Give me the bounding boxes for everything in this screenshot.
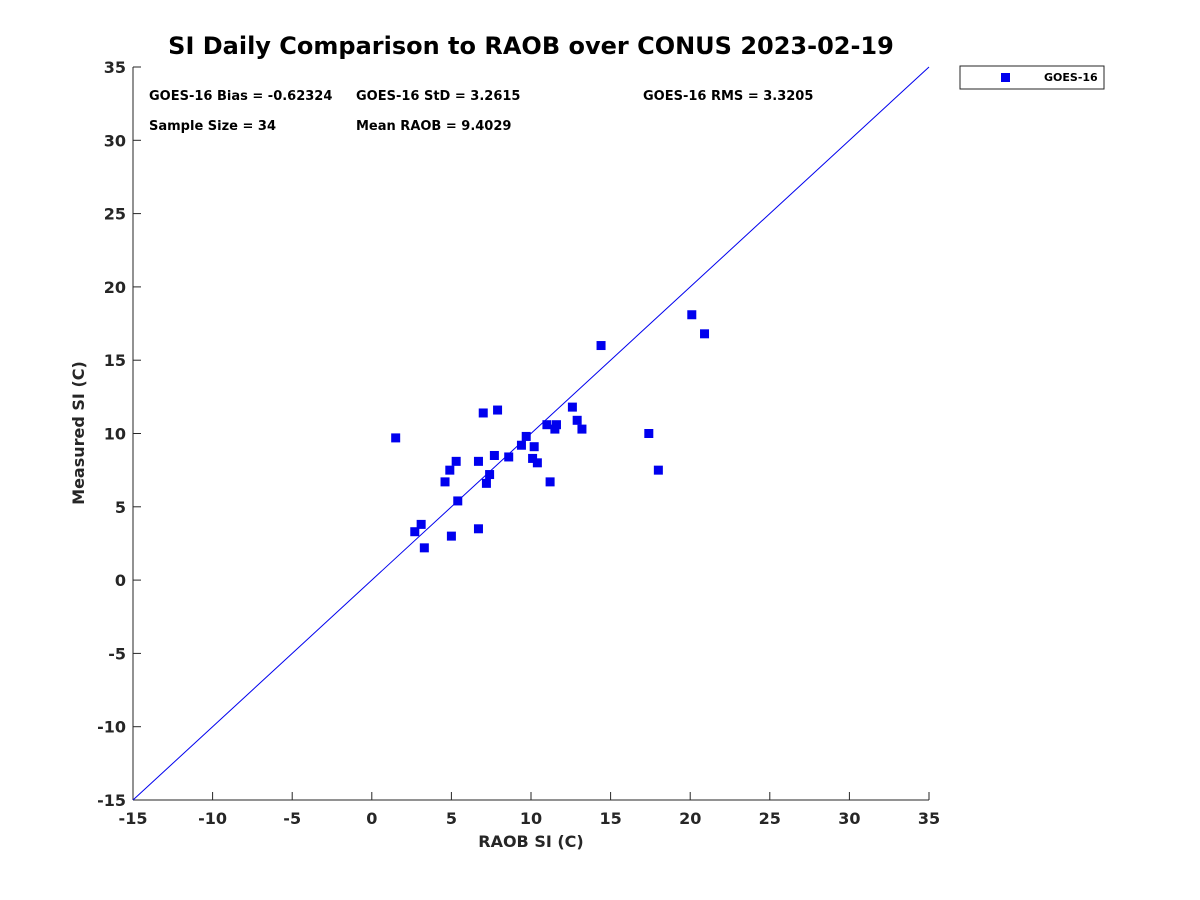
one-to-one-line [132,66,930,801]
stat-mean-raob: Mean RAOB = 9.4029 [356,119,511,134]
y-tick-label: 30 [104,131,126,150]
data-point [410,527,420,537]
x-tick-label: -10 [198,809,227,828]
data-point [440,477,450,487]
reference-line-group [132,66,930,801]
data-point [481,478,491,488]
y-tick-label: -5 [108,644,126,663]
data-point [528,453,538,463]
data-point [545,477,555,487]
stat-std: GOES-16 StD = 3.2615 [356,89,520,104]
data-points [391,310,710,553]
legend: GOES-16 [959,65,1105,90]
axes: -15 -10 -5 0 5 10 15 20 25 30 35 -15 -10 -5 0 5 10 15 20 25… [97,58,940,828]
x-tick-label: 35 [918,809,940,828]
data-point [529,442,539,452]
data-point [567,402,577,412]
data-point [532,458,542,468]
x-tick-label: -15 [119,809,148,828]
x-tick-label: 15 [599,809,621,828]
data-point [473,524,483,534]
data-point [419,543,429,553]
data-point [687,310,697,320]
y-tick-label: 15 [104,351,126,370]
legend-marker [1001,73,1010,82]
data-point [451,456,461,466]
data-point [445,465,455,475]
data-point [478,408,488,418]
legend-box [959,65,1105,90]
x-tick-label: 20 [679,809,701,828]
chart-title: SI Daily Comparison to RAOB over CONUS 2… [168,32,894,60]
stat-rms: GOES-16 RMS = 3.3205 [643,89,813,104]
data-point [551,420,561,430]
data-point [653,465,663,475]
y-tick-label: 10 [104,425,126,444]
y-tick-label: -10 [97,718,126,737]
data-point [493,405,503,415]
y-axis-label: Measured SI (C) [69,361,88,505]
x-tick-label: 0 [366,809,377,828]
x-tick-label: 5 [446,809,457,828]
stat-sample-size: Sample Size = 34 [149,119,276,134]
data-point [577,424,587,434]
data-point [644,429,654,438]
legend-label: GOES-16 [1044,71,1098,84]
data-point [596,341,606,351]
data-point [485,470,495,480]
x-tick-label: 25 [759,809,781,828]
y-tick-label: -15 [97,791,126,810]
x-axis-label: RAOB SI (C) [478,832,583,851]
data-point [416,519,426,529]
data-point [453,496,463,506]
stat-bias: GOES-16 Bias = -0.62324 [149,89,332,104]
stats-annotations: GOES-16 Bias = -0.62324 GOES-16 StD = 3.… [149,89,813,134]
data-point [504,452,514,462]
data-point [391,433,401,443]
y-tick-label: 20 [104,278,126,297]
y-tick-label: 25 [104,205,126,224]
data-point [700,329,710,339]
x-tick-label: -5 [283,809,301,828]
data-point [521,431,531,441]
data-point [516,440,526,450]
data-point [489,450,499,460]
x-tick-label: 10 [520,809,542,828]
y-tick-label: 35 [104,58,126,77]
data-point [542,420,552,430]
data-point [572,415,582,425]
data-point [446,531,456,541]
x-tick-label: 30 [838,809,860,828]
data-point [473,456,483,466]
y-tick-label: 5 [115,498,126,517]
y-tick-label: 0 [115,571,126,590]
